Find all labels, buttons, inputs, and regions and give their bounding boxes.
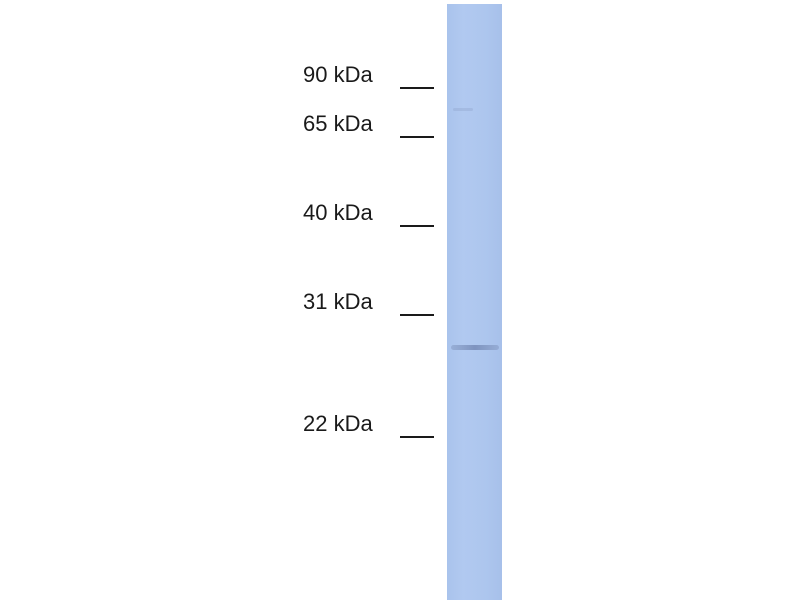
protein-band xyxy=(451,345,499,350)
blot-lane xyxy=(447,4,502,600)
marker-label: 90 kDa xyxy=(303,62,373,87)
marker-tick xyxy=(400,87,434,89)
marker-tick xyxy=(400,136,434,138)
marker-tick xyxy=(400,436,434,438)
marker-label: 40 kDa xyxy=(303,200,373,225)
marker-tick xyxy=(400,314,434,316)
marker-label: 22 kDa xyxy=(303,411,373,436)
marker-tick xyxy=(400,225,434,227)
marker-label: 31 kDa xyxy=(303,289,373,314)
faint-band xyxy=(453,108,473,111)
marker-label: 65 kDa xyxy=(303,111,373,136)
